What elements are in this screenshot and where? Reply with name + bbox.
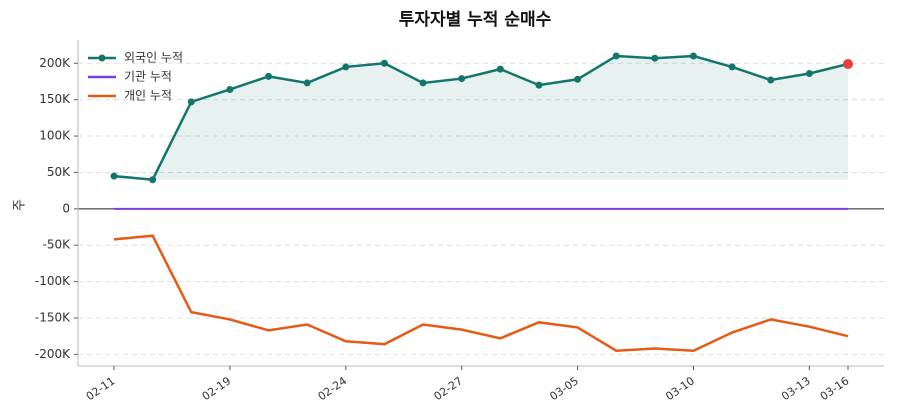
point — [110, 172, 118, 180]
chart-title: 투자자별 누적 순매수 — [399, 10, 552, 30]
point — [496, 65, 504, 73]
y-tick-label: 150K — [39, 92, 71, 106]
legend-marker — [98, 54, 106, 62]
y-tick-label: 50K — [47, 165, 71, 179]
legend-label: 외국인 누적 — [124, 51, 183, 65]
x-tick-label: 03-05 — [547, 374, 581, 403]
x-tick-label: 02-19 — [200, 374, 234, 403]
point — [651, 54, 659, 62]
point — [342, 63, 350, 71]
y-tick-label: 200K — [39, 56, 71, 70]
point — [187, 98, 195, 106]
point — [843, 59, 853, 70]
point — [380, 59, 388, 67]
point — [767, 76, 775, 84]
point — [728, 63, 736, 71]
point — [303, 79, 311, 87]
x-tick-label: 03-13 — [779, 374, 813, 403]
point — [574, 75, 582, 83]
y-axis-label: 주 — [13, 199, 28, 211]
area-fill — [114, 56, 848, 180]
y-tick-label: 0 — [62, 201, 70, 215]
point — [612, 52, 620, 60]
y-tick-label: -200K — [35, 347, 71, 361]
y-tick-label: -50K — [43, 238, 72, 252]
point — [419, 79, 427, 87]
y-tick-label: -100K — [35, 274, 71, 288]
legend-label: 기관 누적 — [124, 70, 172, 84]
x-tick-label: 03-10 — [663, 374, 697, 403]
point — [689, 52, 697, 60]
x-tick-label: 03-16 — [818, 374, 852, 403]
series-line — [113, 234, 849, 352]
y-tick-label: -150K — [35, 310, 71, 324]
x-tick-label: 02-27 — [431, 374, 465, 403]
y-tick-label: 100K — [39, 129, 71, 143]
series-line — [113, 54, 849, 182]
legend-label: 개인 누적 — [124, 89, 172, 103]
x-tick-label: 02-24 — [316, 374, 350, 403]
point — [265, 72, 273, 80]
point — [535, 81, 543, 89]
x-tick-label: 02-11 — [84, 374, 118, 403]
point — [805, 69, 813, 77]
point — [226, 85, 234, 93]
point — [149, 176, 157, 184]
point — [458, 75, 466, 83]
